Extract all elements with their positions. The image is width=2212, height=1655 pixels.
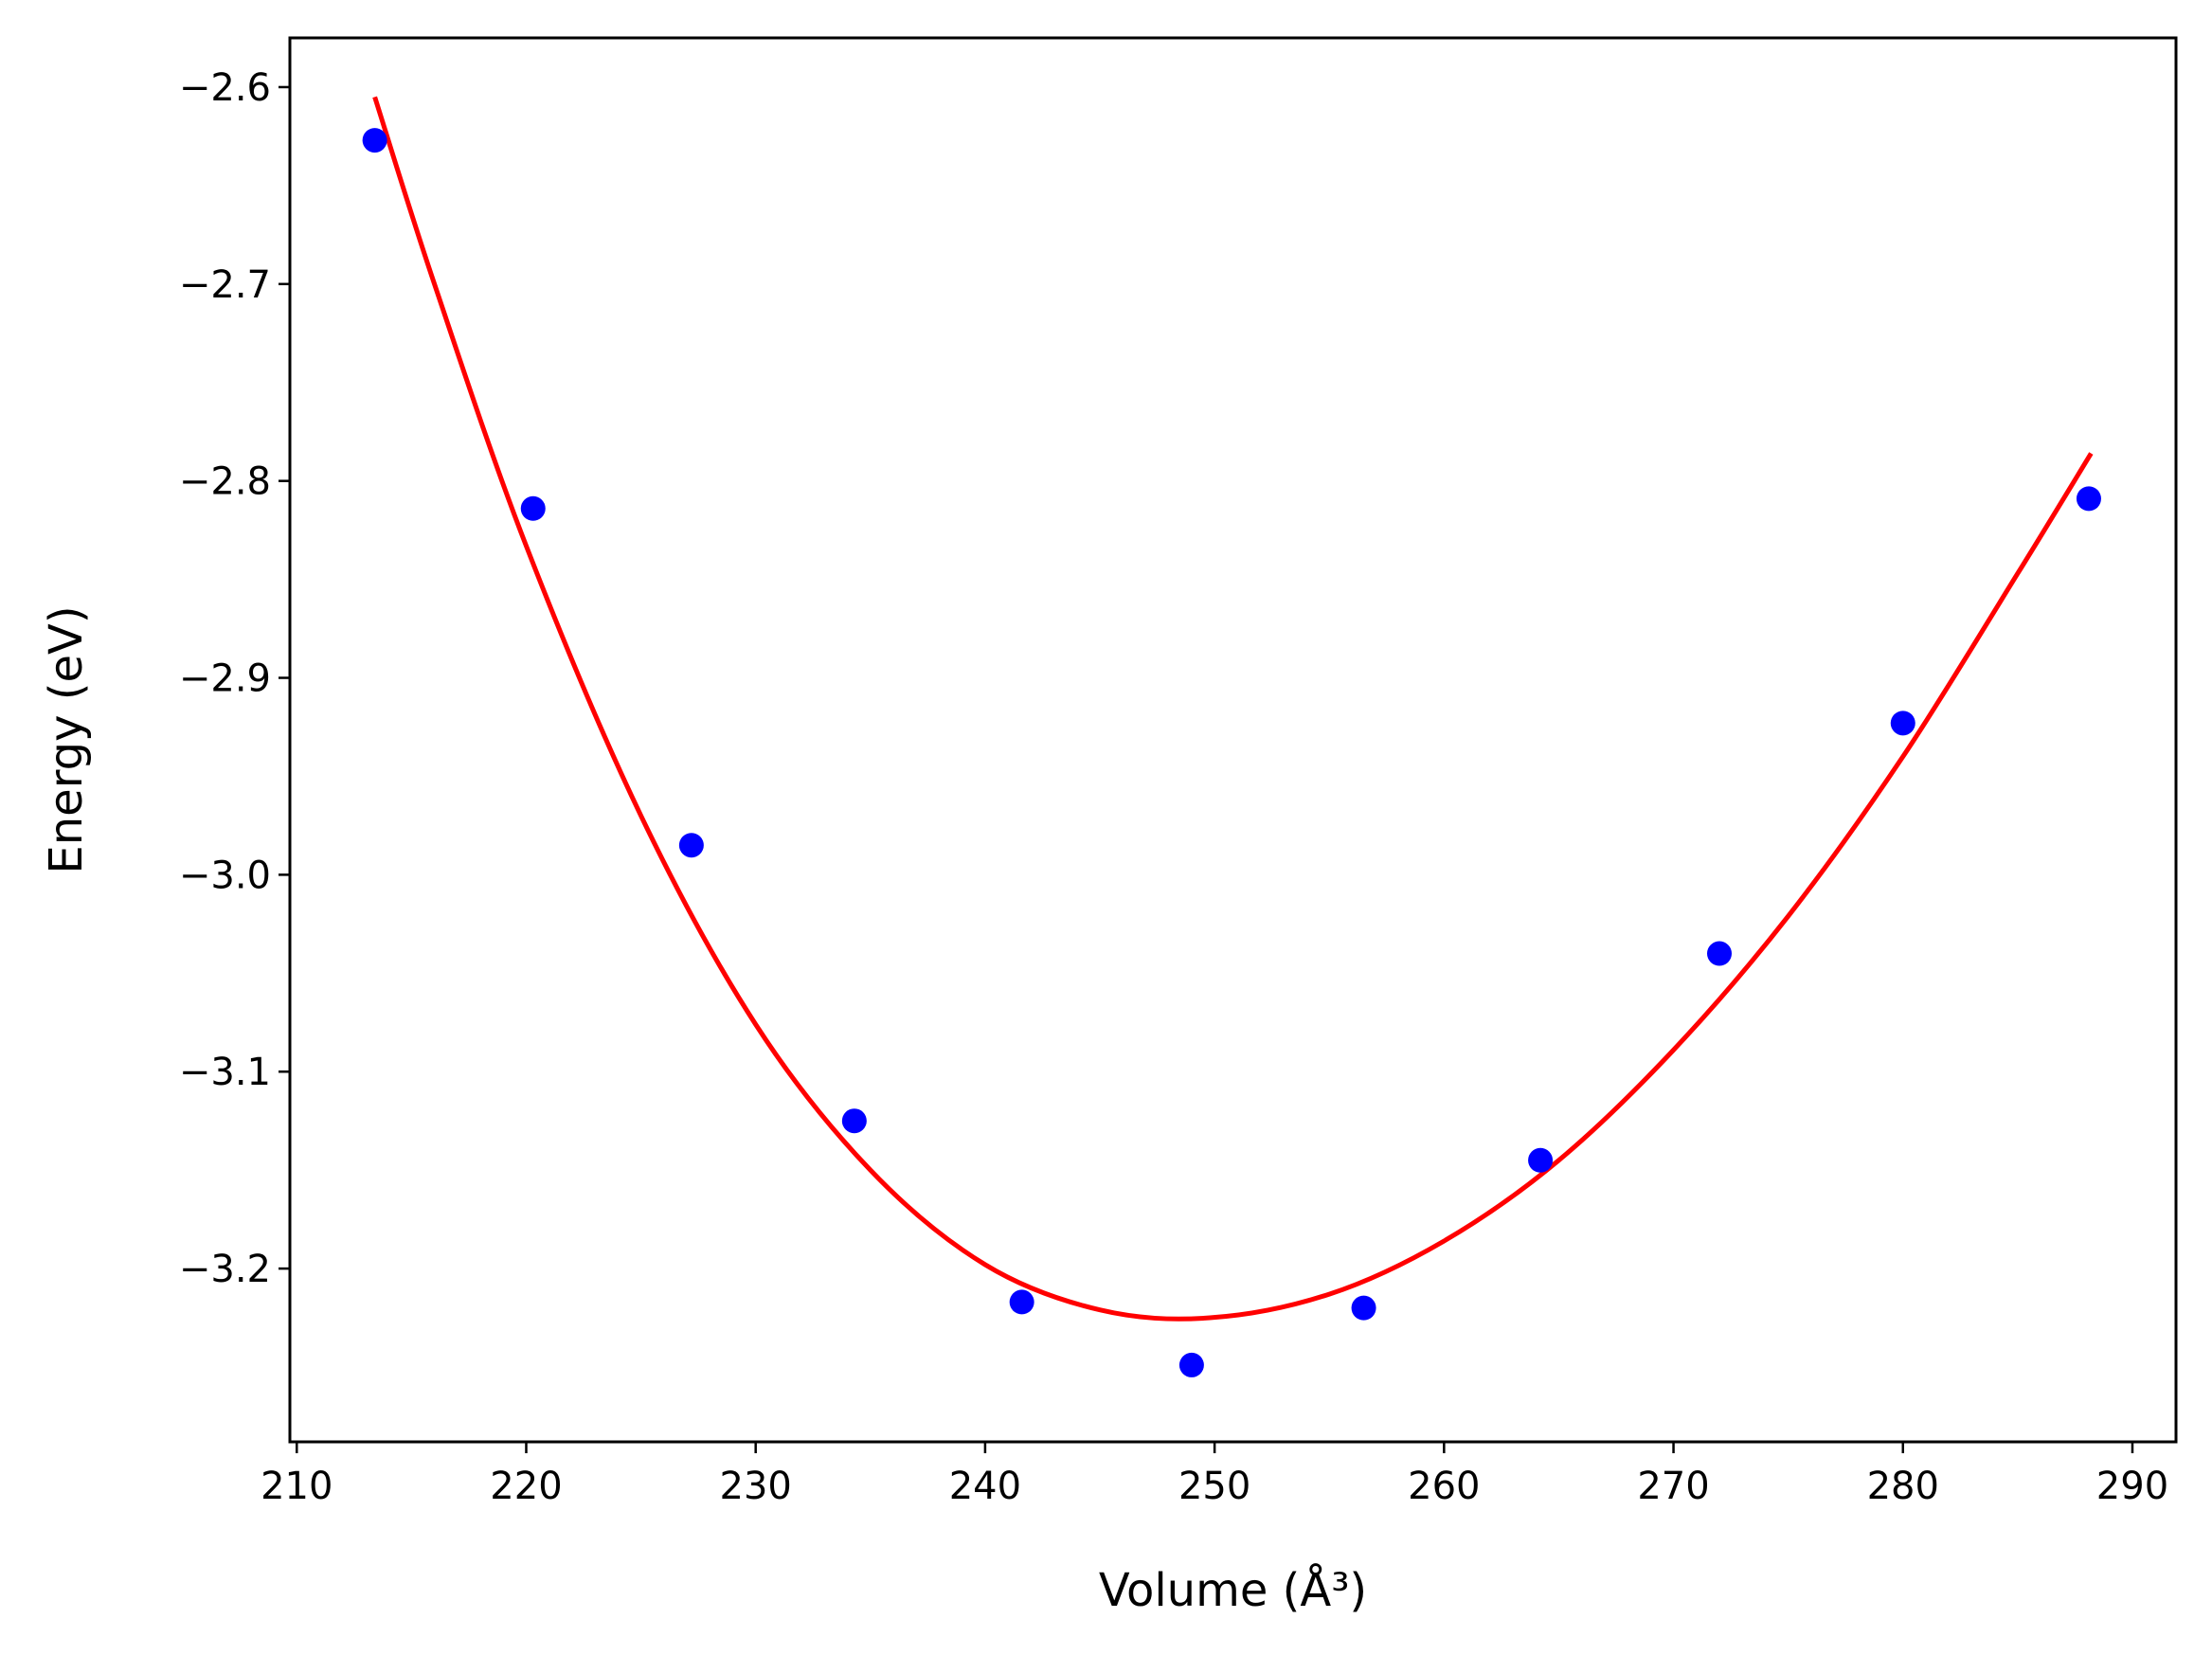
data-point xyxy=(520,495,546,521)
x-tick-label: 270 xyxy=(1637,1465,1709,1508)
data-point xyxy=(1351,1295,1376,1321)
x-tick-label: 220 xyxy=(490,1465,562,1508)
y-tick-label: −3.1 xyxy=(179,1051,271,1094)
plot-frame xyxy=(288,36,2178,1444)
data-point xyxy=(1178,1352,1204,1377)
y-tick-label: −3.0 xyxy=(179,854,271,897)
x-tick-label: 240 xyxy=(949,1465,1021,1508)
y-tick-label: −2.7 xyxy=(179,263,271,307)
data-point xyxy=(1890,711,1915,736)
data-point xyxy=(1706,941,1732,966)
y-tick-label: −2.8 xyxy=(179,460,271,504)
x-axis: 210 220 230 240 250 260 270 280 290 xyxy=(261,1442,2168,1508)
x-tick-label: 280 xyxy=(1867,1465,1939,1508)
x-tick-label: 260 xyxy=(1408,1465,1480,1508)
y-tick-label: −2.9 xyxy=(179,657,271,701)
data-point xyxy=(362,128,387,153)
fit-curve xyxy=(372,96,2094,1322)
x-tick-label: 250 xyxy=(1178,1465,1250,1508)
data-point xyxy=(2076,486,2101,512)
y-axis-label: Energy (eV) xyxy=(40,605,93,873)
data-point xyxy=(678,833,704,858)
x-axis-label: Volume (Å³) xyxy=(1099,1563,1367,1617)
data-point xyxy=(1009,1289,1034,1315)
y-tick-label: −3.2 xyxy=(179,1248,271,1291)
x-tick-label: 210 xyxy=(261,1465,333,1508)
data-point xyxy=(841,1108,867,1134)
x-tick-label: 290 xyxy=(2096,1465,2168,1508)
data-points xyxy=(362,128,2101,1377)
y-tick-label: −2.6 xyxy=(179,66,271,110)
x-tick-label: 230 xyxy=(720,1465,792,1508)
y-axis: −2.6 −2.7 −2.8 −2.9 −3.0 −3.1 −3.2 xyxy=(179,66,290,1291)
plot-area xyxy=(362,96,2101,1377)
data-point xyxy=(1528,1147,1554,1173)
